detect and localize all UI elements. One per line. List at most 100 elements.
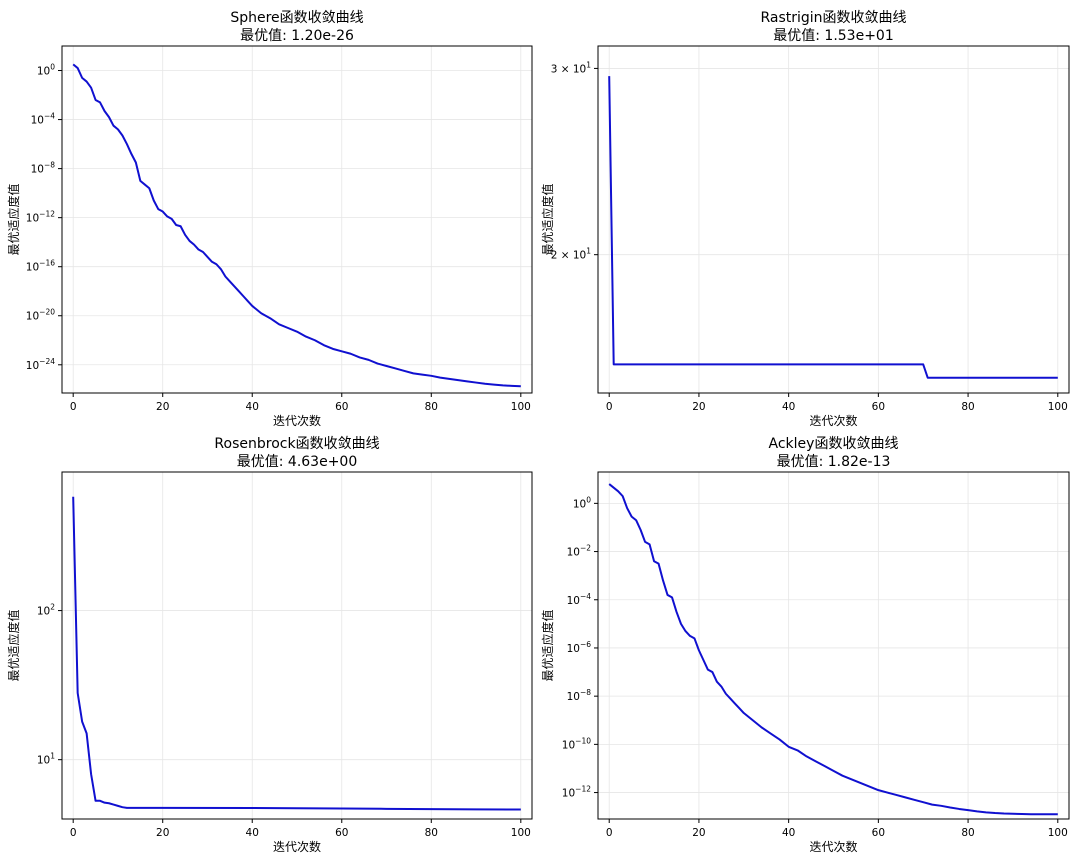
chart-subtitle: 最优值: 4.63e+00 <box>237 454 358 470</box>
y-tick-base: 2 × 10 <box>551 250 587 262</box>
y-tick-label: 101 <box>37 752 55 767</box>
x-axis-label: 迭代次数 <box>809 839 857 854</box>
y-tick-exponent: −6 <box>580 640 591 649</box>
x-tick-label: 100 <box>511 827 531 839</box>
x-tick-label: 60 <box>335 401 348 413</box>
y-tick-label: 10−6 <box>567 640 592 655</box>
x-tick-label: 40 <box>246 401 259 413</box>
y-tick-base: 10 <box>31 164 44 176</box>
y-tick-label: 10−20 <box>26 308 55 323</box>
axes-frame <box>597 45 1070 394</box>
y-tick-label: 10−8 <box>567 688 592 703</box>
y-tick-exponent: 0 <box>586 495 591 504</box>
x-tick-label: 20 <box>156 401 169 413</box>
y-tick-exponent: −12 <box>575 785 591 794</box>
y-tick-exponent: 2 <box>50 603 55 612</box>
y-tick-base: 10 <box>567 691 580 703</box>
y-tick-base: 3 × 10 <box>551 63 587 75</box>
x-tick-label: 40 <box>782 401 795 413</box>
x-tick-label: 100 <box>1048 827 1068 839</box>
y-axis-label: 最优适应度值 <box>6 183 21 255</box>
chart-title: Sphere函数收敛曲线 <box>230 10 363 26</box>
x-tick-label: 40 <box>782 827 795 839</box>
chart-subtitle: 最优值: 1.53e+01 <box>773 28 894 44</box>
axes-frame <box>61 45 533 394</box>
axes-frame <box>61 471 533 820</box>
y-tick-label: 10−2 <box>567 544 592 559</box>
series-line-rosenbrock <box>72 496 521 811</box>
series-line-sphere <box>72 63 521 388</box>
x-tick-label: 100 <box>1048 401 1068 413</box>
chart-subtitle: 最优值: 1.20e-26 <box>240 28 354 44</box>
y-tick-label: 10−12 <box>562 785 591 800</box>
chart-subtitle: 最优值: 1.82e-13 <box>777 454 891 470</box>
y-tick-exponent: 1 <box>586 247 591 256</box>
x-tick-label: 20 <box>156 827 169 839</box>
y-tick-exponent: −12 <box>39 210 55 219</box>
y-tick-base: 10 <box>562 739 575 751</box>
series-line-rastrigin <box>608 76 1058 379</box>
x-axis-label: 迭代次数 <box>809 413 857 428</box>
y-tick-base: 10 <box>567 547 580 559</box>
chart-panel-0: 0 20 40 60 80 10010010−410−810−1210−1610−2010… <box>6 10 533 428</box>
x-tick-label: 60 <box>872 827 885 839</box>
y-tick-exponent: −4 <box>580 592 591 601</box>
y-tick-exponent: 0 <box>50 63 55 72</box>
x-tick-label: 80 <box>425 827 438 839</box>
y-tick-label: 102 <box>37 603 55 618</box>
y-tick-exponent: −10 <box>575 736 591 745</box>
y-axis-label: 最优适应度值 <box>540 609 555 681</box>
y-tick-label: 10−10 <box>562 736 591 751</box>
y-tick-exponent: −20 <box>39 308 55 317</box>
x-tick-label: 60 <box>335 827 348 839</box>
y-tick-base: 10 <box>567 595 580 607</box>
y-axis-label: 最优适应度值 <box>540 183 555 255</box>
y-axis-label: 最优适应度值 <box>6 609 21 681</box>
x-tick-label: 60 <box>872 401 885 413</box>
chart-title: Ackley函数收敛曲线 <box>769 436 899 452</box>
y-tick-base: 10 <box>26 360 39 372</box>
y-tick-exponent: −2 <box>580 544 591 553</box>
series-line-ackley <box>608 483 1058 816</box>
x-tick-label: 0 <box>606 827 613 839</box>
y-tick-exponent: −4 <box>44 112 55 121</box>
y-tick-base: 10 <box>31 115 44 127</box>
x-tick-label: 40 <box>246 827 259 839</box>
y-tick-base: 10 <box>26 262 39 274</box>
x-axis-label: 迭代次数 <box>273 413 321 428</box>
y-tick-exponent: 1 <box>586 60 591 69</box>
y-tick-label: 10−4 <box>31 112 56 127</box>
y-tick-label: 100 <box>573 495 591 510</box>
y-tick-label: 3 × 101 <box>551 60 592 75</box>
x-tick-label: 20 <box>692 827 705 839</box>
x-tick-label: 80 <box>961 401 974 413</box>
x-tick-label: 0 <box>70 827 77 839</box>
y-tick-base: 10 <box>37 66 50 78</box>
y-tick-exponent: −8 <box>580 688 591 697</box>
y-tick-exponent: −8 <box>44 161 55 170</box>
y-tick-base: 10 <box>26 213 39 225</box>
x-axis-label: 迭代次数 <box>273 839 321 854</box>
x-tick-label: 20 <box>692 401 705 413</box>
y-tick-label: 10−12 <box>26 210 55 225</box>
chart-title: Rosenbrock函数收敛曲线 <box>214 436 379 452</box>
y-tick-label: 100 <box>37 63 55 78</box>
y-tick-exponent: −24 <box>39 357 55 366</box>
y-tick-base: 10 <box>562 788 575 800</box>
chart-title: Rastrigin函数收敛曲线 <box>760 10 906 26</box>
y-tick-base: 10 <box>567 643 580 655</box>
y-tick-base: 10 <box>37 606 50 618</box>
x-tick-label: 80 <box>961 827 974 839</box>
y-tick-base: 10 <box>37 755 50 767</box>
y-tick-base: 10 <box>573 498 586 510</box>
y-tick-label: 10−24 <box>26 357 55 372</box>
x-tick-label: 80 <box>425 401 438 413</box>
axes-frame <box>597 471 1070 820</box>
y-tick-label: 10−16 <box>26 259 55 274</box>
y-tick-label: 10−4 <box>567 592 592 607</box>
y-tick-exponent: 1 <box>50 752 55 761</box>
